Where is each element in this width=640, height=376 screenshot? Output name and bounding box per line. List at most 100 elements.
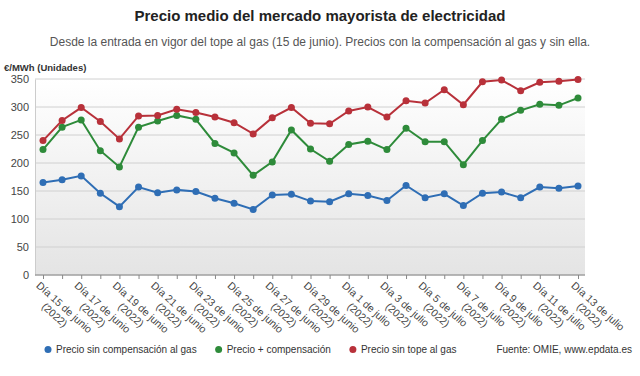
y-tick-label: 300: [11, 101, 29, 113]
point: [78, 172, 85, 179]
y-tick-label: 150: [11, 185, 29, 197]
x-tick-mark: [406, 275, 407, 279]
y-tick: 350: [11, 73, 35, 85]
x-tick-mark: [444, 275, 445, 279]
point: [403, 97, 410, 104]
x-tick-mark: [158, 275, 159, 279]
x-tick-mark: [81, 275, 82, 279]
legend-marker: [349, 346, 356, 353]
x-tick-mark: [234, 275, 235, 279]
x-tick-mark: [578, 275, 579, 279]
chart: Precio medio del mercado mayorista de el…: [0, 0, 640, 376]
point: [173, 186, 180, 193]
x-tick-mark: [559, 275, 560, 279]
point: [536, 101, 543, 108]
point: [269, 114, 276, 121]
series: [40, 172, 582, 213]
point: [383, 146, 390, 153]
point: [173, 106, 180, 113]
point: [40, 146, 47, 153]
point: [517, 107, 524, 114]
series: [40, 76, 582, 144]
legend-label: Precio + compensación: [227, 344, 331, 355]
x-tick-mark: [311, 275, 312, 279]
legend-marker: [215, 346, 222, 353]
point: [288, 104, 295, 111]
point: [364, 104, 371, 111]
y-tick: 250: [11, 129, 35, 141]
source-note: Fuente: OMIE, www.epdata.es: [496, 344, 632, 355]
point: [555, 78, 562, 85]
legend-label: Precio sin tope al gas: [361, 344, 457, 355]
x-tick-mark: [253, 275, 254, 279]
y-tick-label: 0: [23, 269, 29, 281]
x-tick-mark: [521, 275, 522, 279]
point: [231, 149, 238, 156]
point: [383, 114, 390, 121]
y-tick-label: 50: [17, 241, 29, 253]
point: [250, 206, 257, 213]
x-tick-mark: [463, 275, 464, 279]
x-tick-mark: [387, 275, 388, 279]
x-tick-label: Día 13 de julio(2022): [561, 279, 627, 342]
x-tick: [444, 275, 445, 279]
y-tick-label: 350: [11, 73, 29, 85]
x-tick-mark: [368, 275, 369, 279]
point: [250, 130, 257, 137]
point: [307, 120, 314, 127]
point: [575, 182, 582, 189]
point: [116, 135, 123, 142]
point: [116, 203, 123, 210]
x-tick: [521, 275, 522, 279]
x-tick-mark: [330, 275, 331, 279]
point: [231, 119, 238, 126]
point: [364, 138, 371, 145]
point: [498, 77, 505, 84]
point: [345, 141, 352, 148]
point: [517, 87, 524, 94]
x-tick: [291, 275, 292, 279]
x-tick: [253, 275, 254, 279]
y-tick: 50: [17, 241, 35, 253]
legend-item: Precio + compensación: [215, 344, 331, 355]
point: [135, 124, 142, 131]
point: [288, 191, 295, 198]
y-tick-label: 200: [11, 157, 29, 169]
x-tick-mark: [272, 275, 273, 279]
point: [460, 101, 467, 108]
point: [59, 124, 66, 131]
point: [40, 137, 47, 144]
x-tick: [62, 275, 63, 279]
point: [307, 146, 314, 153]
point: [383, 197, 390, 204]
point: [97, 190, 104, 197]
point: [422, 138, 429, 145]
point: [422, 100, 429, 107]
x-tick: [406, 275, 407, 279]
grid-line: [35, 219, 585, 220]
point: [78, 104, 85, 111]
point: [269, 158, 276, 165]
point: [97, 147, 104, 154]
x-tick-mark: [100, 275, 101, 279]
point: [441, 138, 448, 145]
point: [441, 86, 448, 93]
series-line: [43, 80, 578, 141]
point: [135, 184, 142, 191]
point: [250, 172, 257, 179]
point: [536, 79, 543, 86]
point: [555, 185, 562, 192]
y-tick-label: 100: [11, 213, 29, 225]
series-line: [43, 98, 578, 175]
point: [403, 125, 410, 132]
point: [536, 184, 543, 191]
point: [364, 192, 371, 199]
x-tick: [368, 275, 369, 279]
legend-marker: [45, 346, 52, 353]
point: [479, 137, 486, 144]
x-tick: [215, 275, 216, 279]
grid-line: [35, 163, 585, 164]
x-tick-mark: [215, 275, 216, 279]
point: [116, 163, 123, 170]
point: [173, 112, 180, 119]
